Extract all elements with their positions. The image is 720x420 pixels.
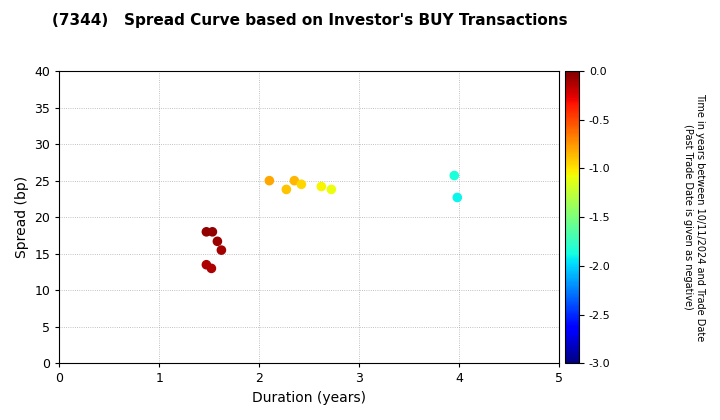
Point — [281, 186, 292, 193]
Text: (7344)   Spread Curve based on Investor's BUY Transactions: (7344) Spread Curve based on Investor's … — [52, 13, 567, 28]
Point — [215, 247, 227, 253]
Point — [201, 228, 212, 235]
Point — [264, 177, 275, 184]
Point — [289, 177, 300, 184]
X-axis label: Duration (years): Duration (years) — [252, 391, 366, 405]
Point — [207, 228, 218, 235]
Point — [325, 186, 337, 193]
Point — [296, 181, 307, 188]
Point — [206, 265, 217, 272]
Point — [315, 183, 327, 190]
Point — [201, 261, 212, 268]
Point — [212, 238, 223, 245]
Point — [449, 172, 460, 179]
Y-axis label: Spread (bp): Spread (bp) — [15, 176, 29, 258]
Point — [451, 194, 463, 201]
Y-axis label: Time in years between 10/11/2024 and Trade Date
(Past Trade Date is given as neg: Time in years between 10/11/2024 and Tra… — [683, 93, 705, 341]
